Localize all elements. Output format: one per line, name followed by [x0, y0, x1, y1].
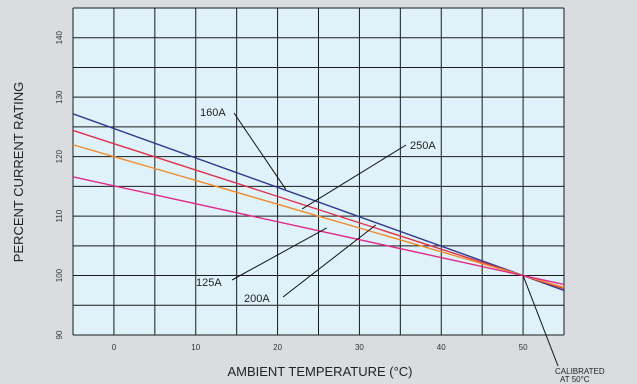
- grid: [72, 7, 565, 336]
- y-tick-label: 120: [55, 149, 64, 163]
- series-label-250a: 250A: [410, 140, 436, 152]
- tick-labels: 0 10 20 30 40 50 90 100 110 120 130 140: [55, 31, 528, 352]
- leader-line-160a: [233, 112, 287, 190]
- y-tick-label: 140: [55, 31, 64, 45]
- annotations-group: 160A 250A 125A 200A: [196, 107, 559, 367]
- leader-line-200a: [282, 224, 377, 298]
- x-tick-label: 50: [519, 343, 528, 352]
- x-tick-label: 30: [355, 343, 364, 352]
- x-tick-label: 10: [191, 343, 200, 352]
- x-tick-label: 20: [273, 343, 282, 352]
- series-label-200a: 200A: [244, 293, 270, 305]
- leader-line-250a: [301, 144, 407, 210]
- y-tick-label: 110: [55, 209, 64, 222]
- leader-line-125a: [231, 227, 327, 281]
- series-label-125a: 125A: [196, 277, 222, 289]
- calibration-note-line1: CALIBRATED: [555, 367, 605, 376]
- x-tick-label: 0: [112, 343, 117, 352]
- series-label-160a: 160A: [200, 107, 226, 119]
- x-tick-label: 40: [437, 343, 446, 352]
- calibration-note-line2: AT 50°C: [560, 375, 590, 384]
- y-tick-label: 100: [55, 268, 64, 282]
- x-axis-title: AMBIENT TEMPERATURE (°C): [227, 364, 412, 379]
- calibration-leader-line: [522, 275, 559, 367]
- y-tick-label: 90: [55, 330, 64, 339]
- y-tick-label: 130: [55, 90, 64, 104]
- y-axis-title: PERCENT CURRENT RATING: [11, 82, 26, 263]
